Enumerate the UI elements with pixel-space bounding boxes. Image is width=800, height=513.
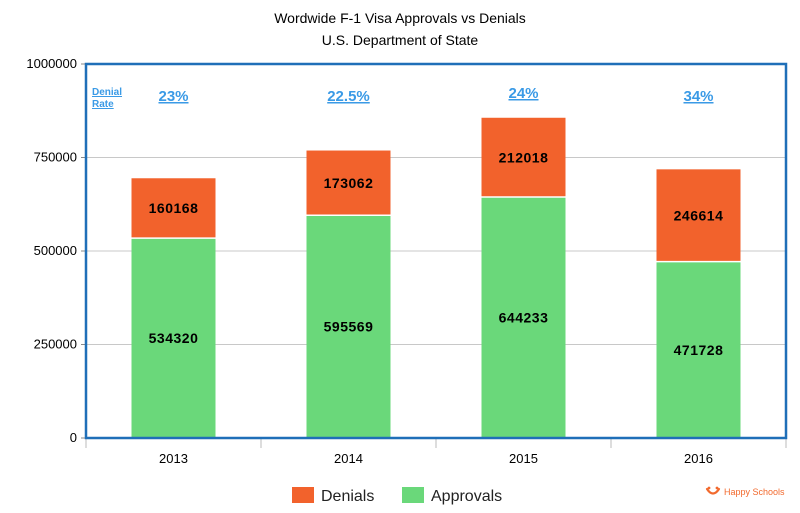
- data-label-approvals-2016: 471728: [674, 342, 724, 358]
- branding: Happy Schools: [705, 486, 785, 497]
- x-tick-label-2015: 2015: [509, 451, 538, 466]
- data-label-approvals-2015: 644233: [499, 310, 549, 326]
- legend-label-denials: Denials: [321, 488, 374, 505]
- bar-denials-2016: [656, 169, 741, 262]
- denial-rate-label-line2: Rate: [92, 99, 114, 110]
- denial-rate-2014: 22.5%: [327, 88, 370, 105]
- bar-approvals-2016: [656, 261, 741, 438]
- y-tick-label: 1000000: [26, 56, 77, 71]
- data-label-approvals-2014: 595569: [324, 319, 374, 335]
- bar-denials-2013: [131, 178, 216, 239]
- chart-subtitle: U.S. Department of State: [322, 32, 479, 48]
- legend: Denials Approvals: [292, 487, 502, 505]
- bar-denials-2014: [306, 150, 391, 216]
- x-tick-label-2016: 2016: [684, 451, 713, 466]
- denial-rate-2013: 23%: [158, 88, 188, 105]
- denial-rate-2015: 24%: [508, 85, 538, 102]
- legend-swatch-approvals: [402, 487, 424, 503]
- denial-rate-2016: 34%: [683, 88, 713, 105]
- legend-label-approvals: Approvals: [431, 488, 502, 505]
- data-labels: 534320 160168 23% 595569 173062 22.5% 644233 21…: [149, 85, 724, 358]
- chart-title: Wordwide F-1 Visa Approvals vs Denials: [274, 10, 526, 26]
- data-label-denials-2013: 160168: [149, 200, 199, 216]
- bar-denials-2015: [481, 117, 566, 198]
- bars: [131, 117, 741, 438]
- y-tick-label: 0: [70, 430, 77, 445]
- y-tick-label: 250000: [34, 337, 77, 352]
- denial-rate-label-line1: Denial: [92, 87, 122, 98]
- data-label-denials-2015: 212018: [499, 149, 549, 165]
- legend-swatch-denials: [292, 487, 314, 503]
- data-label-denials-2014: 173062: [324, 175, 374, 191]
- bar-approvals-2013: [131, 238, 216, 438]
- x-tick-label-2014: 2014: [334, 451, 363, 466]
- happy-schools-logo-icon: [705, 486, 721, 495]
- y-tick-label: 500000: [34, 243, 77, 258]
- branding-text: Happy Schools: [724, 487, 785, 497]
- bar-approvals-2014: [306, 215, 391, 438]
- y-tick-label: 750000: [34, 150, 77, 165]
- data-label-approvals-2013: 534320: [149, 330, 199, 346]
- plot-border: [84, 62, 788, 440]
- axes: 0 250000 500000 750000 1000000 2013 2014 2015 20…: [26, 56, 787, 466]
- x-tick-label-2013: 2013: [159, 451, 188, 466]
- bar-approvals-2015: [481, 197, 566, 438]
- data-label-denials-2016: 246614: [674, 207, 724, 223]
